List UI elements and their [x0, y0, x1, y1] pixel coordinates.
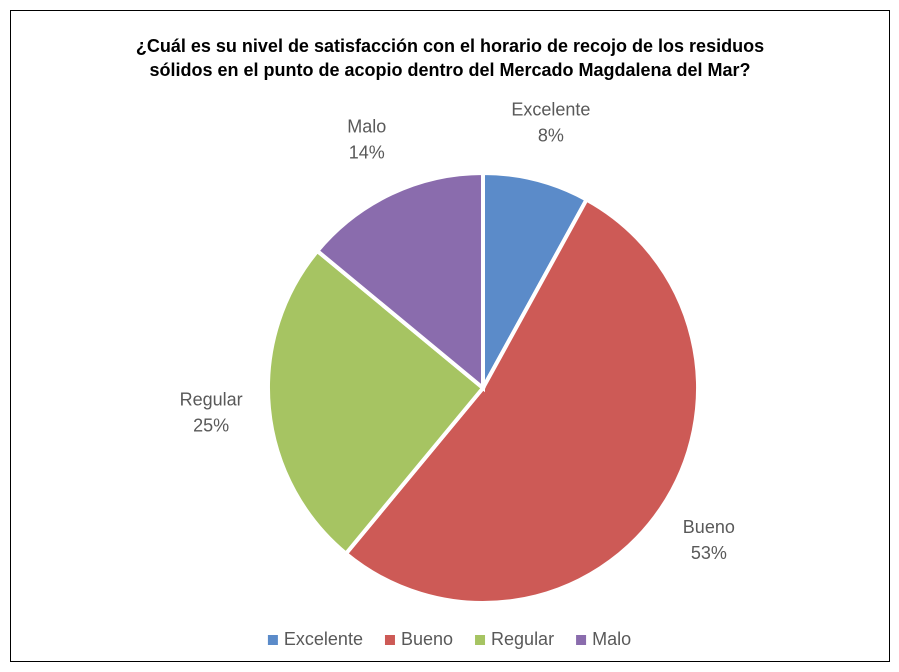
slice-category-label: Regular — [180, 389, 243, 409]
pie-slice — [481, 170, 590, 389]
slice-value-label: 14% — [349, 143, 385, 163]
pie-slice — [314, 170, 485, 393]
pie-slice — [266, 248, 486, 557]
slice-category-label: Bueno — [683, 517, 735, 537]
chart-title: ¿Cuál es su nivel de satisfacción con el… — [135, 36, 765, 80]
legend-swatch — [267, 635, 278, 645]
slice-value-label: 8% — [538, 125, 564, 145]
slice-value-label: 25% — [193, 415, 229, 435]
legend-swatch — [384, 635, 395, 645]
slice-value-label: 53% — [691, 543, 727, 563]
legend-swatch — [576, 635, 587, 645]
legend-label: Malo — [592, 629, 631, 649]
slice-category-label: Malo — [347, 117, 386, 137]
legend-label: Bueno — [401, 629, 453, 649]
legend-label: Regular — [491, 629, 554, 649]
legend-swatch — [475, 635, 486, 645]
slice-category-label: Excelente — [511, 99, 590, 119]
pie-slice — [343, 196, 700, 605]
legend-label: Excelente — [284, 629, 363, 649]
